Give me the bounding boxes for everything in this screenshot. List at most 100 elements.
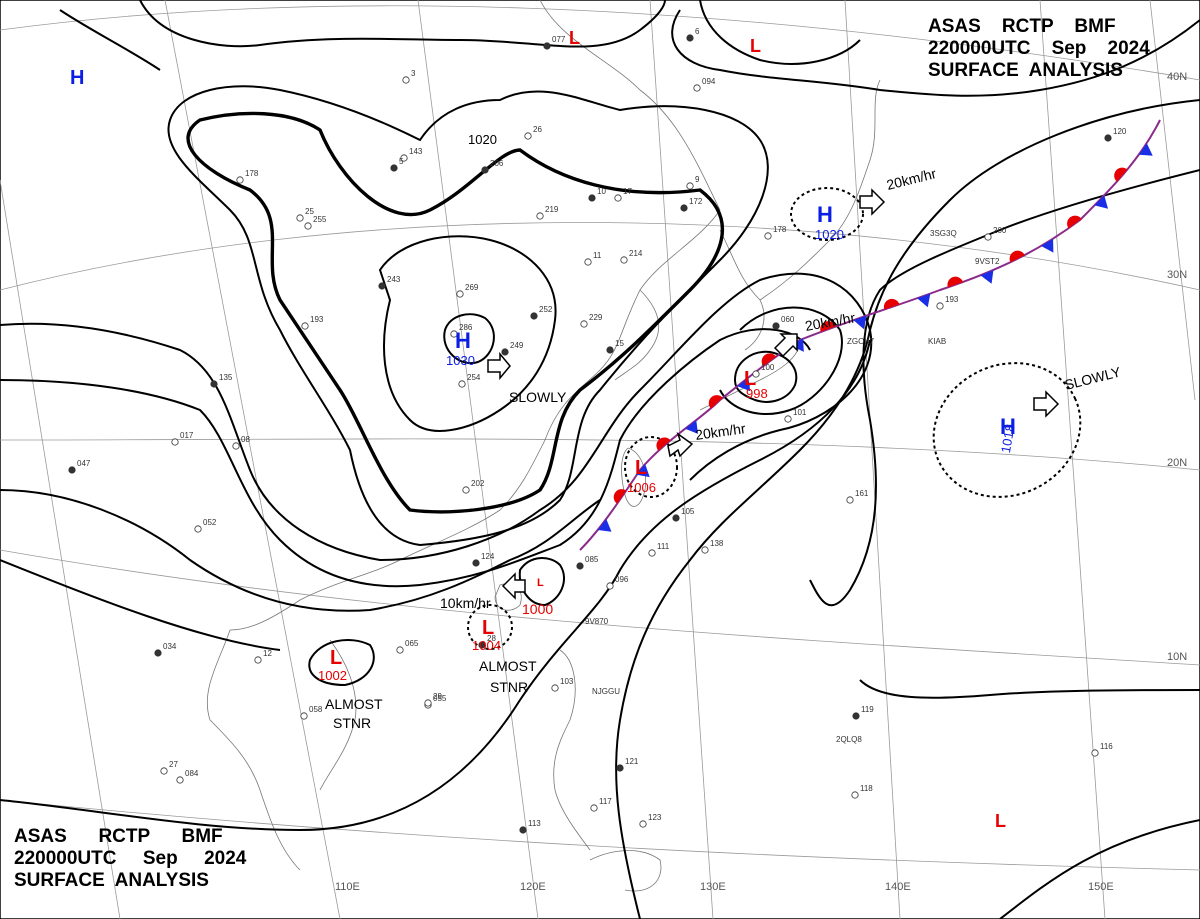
station-marker [620, 256, 628, 264]
station-marker [784, 415, 792, 423]
station-value: 060 [781, 315, 795, 324]
warm-front-semicircle [1114, 167, 1128, 182]
station-marker [752, 370, 760, 378]
station-marker [852, 712, 860, 720]
station-value: 111 [657, 542, 670, 551]
station-value: 5 [399, 157, 404, 166]
station-marker [301, 322, 309, 330]
station-value: 29 [433, 692, 442, 701]
station-plots: 0771781432062192552432692862492541931350… [68, 27, 1127, 834]
longitude-line-140e [844, 0, 901, 919]
low-center-north-1: L [569, 28, 580, 48]
station-value: 065 [405, 639, 419, 648]
station-marker [590, 804, 598, 812]
lon-label-120e: 120E [520, 881, 546, 893]
cold-front-triangle [1041, 238, 1054, 253]
station-value: 27 [169, 760, 178, 769]
station-value: 121 [625, 757, 639, 766]
isobar-1008 [0, 328, 811, 588]
station-marker [472, 559, 480, 567]
station-value: 206 [490, 159, 504, 168]
station-marker [1104, 134, 1112, 142]
station-value: 08 [241, 435, 250, 444]
station-marker [648, 549, 656, 557]
header-line-1: ASAS RCTP BMF [14, 826, 223, 847]
station-value: 119 [861, 705, 874, 714]
station-marker [481, 166, 489, 174]
station-value: 200 [993, 226, 1007, 235]
station-value: 12 [263, 649, 272, 658]
station-marker [160, 767, 168, 775]
header-top-right: ASAS RCTP BMF 220000UTC Sep 2024 SURFACE… [928, 16, 1150, 82]
coastline-mindanao [589, 850, 662, 892]
station-value: 25 [305, 207, 314, 216]
isobar-labels: 1020 [466, 131, 502, 147]
movement-arrow-h1030 [487, 351, 511, 381]
station-id: NJGGU [592, 687, 620, 696]
isobar-1002-w [308, 639, 375, 687]
station-marker [701, 546, 709, 554]
station-value: 252 [539, 305, 553, 314]
low-pressure-value: 1006 [627, 480, 656, 495]
station-value: 116 [1100, 742, 1113, 751]
cold-front-triangle [685, 420, 699, 434]
station-ids: 3SG3Q 9VST2 ZGOK7 KIAB 9V870 NJGGU 2QLQ8 [585, 229, 1000, 744]
latitude-line-40n [0, 5, 1200, 81]
isobar-1012-east [615, 99, 1200, 919]
cold-front-triangle [917, 293, 931, 308]
warm-front-semicircle [613, 489, 627, 504]
low-symbol: L [537, 577, 544, 589]
station-value: 172 [689, 197, 703, 206]
station-marker [176, 776, 184, 784]
movement-arrow-h1020 [859, 188, 886, 216]
longitude-line-100e [0, 179, 121, 919]
low-symbol: L [330, 647, 342, 669]
low-symbol: L [750, 36, 761, 56]
station-value: 286 [459, 323, 473, 332]
station-value: 094 [702, 77, 716, 86]
isobar-1008-ne [699, 0, 861, 65]
dashed-isobar-l1006 [624, 436, 678, 498]
cold-front-triangle [597, 518, 612, 532]
dashed-isobar-h1018 [932, 362, 1082, 498]
isobar-1028 [443, 313, 495, 365]
low-pressure-value: 1004 [472, 638, 501, 653]
station-marker [680, 204, 688, 212]
coastline-korea [719, 229, 765, 351]
movement-label: 10km/hr [440, 595, 491, 611]
station-marker [210, 380, 218, 388]
station-value: 202 [471, 479, 485, 488]
dashed-isobar-l1004 [467, 604, 513, 650]
warm-front-semicircle [947, 276, 964, 288]
station-value: 120 [1113, 127, 1127, 136]
movement-arrow-l1004 [501, 572, 526, 600]
status-label-stnr: STNR [333, 715, 371, 731]
movement-label: 20km/hr [694, 420, 747, 443]
header-bottom-left: ASAS RCTP BMF 220000UTC Sep 2024 SURFACE… [14, 826, 246, 892]
low-center-1000: 1000 L [522, 577, 553, 617]
dashed-isobar-h1020 [790, 187, 864, 241]
station-marker [686, 182, 694, 190]
station-value: 096 [615, 575, 629, 584]
longitude-line-160e [1149, 0, 1196, 401]
status-label-stnr: STNR [490, 679, 528, 695]
lat-label-10n: 10N [1167, 651, 1187, 663]
isobar-1004 [0, 489, 601, 612]
status-label-almost: ALMOST [325, 696, 383, 712]
station-marker [396, 646, 404, 654]
isobar-label-1020: 1020 [468, 132, 497, 147]
isobar-1002 [719, 306, 843, 415]
station-value: 047 [77, 459, 91, 468]
low-pressure-value: 1002 [318, 668, 347, 683]
station-id: 3SG3Q [930, 229, 957, 238]
station-value: 214 [629, 249, 643, 258]
station-marker [936, 302, 944, 310]
station-value: 9 [695, 175, 700, 184]
header-line-1: ASAS RCTP BMF [928, 16, 1116, 37]
isobar-1016-north [167, 85, 769, 547]
station-value: 052 [203, 518, 217, 527]
station-value: 124 [481, 552, 495, 561]
lat-label-20n: 20N [1167, 457, 1187, 469]
